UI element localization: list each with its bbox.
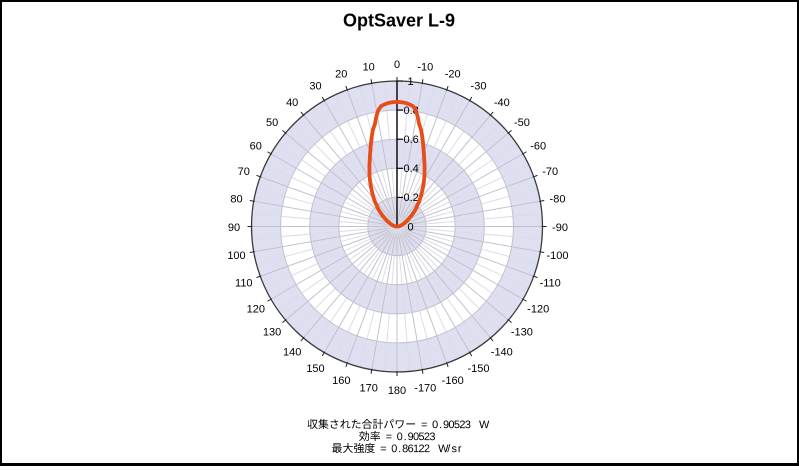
svg-text:100: 100 [227, 250, 245, 262]
svg-text:70: 70 [238, 166, 250, 178]
svg-text:20: 20 [335, 69, 347, 81]
svg-text:-130: -130 [511, 327, 533, 339]
svg-text:-70: -70 [542, 166, 558, 178]
svg-text:120: 120 [247, 303, 265, 315]
svg-text:80: 80 [230, 194, 242, 206]
svg-text:0: 0 [408, 221, 414, 233]
svg-text:-90: -90 [552, 222, 568, 234]
svg-text:-10: -10 [417, 61, 433, 73]
svg-text:140: 140 [283, 347, 301, 359]
svg-text:-20: -20 [445, 69, 461, 81]
svg-text:-50: -50 [514, 117, 530, 129]
svg-text:170: 170 [360, 382, 378, 394]
svg-text:0.4: 0.4 [404, 163, 419, 175]
svg-text:50: 50 [266, 117, 278, 129]
svg-text:-30: -30 [471, 81, 487, 93]
svg-text:30: 30 [309, 81, 321, 93]
svg-text:130: 130 [263, 327, 281, 339]
svg-text:10: 10 [363, 61, 375, 73]
svg-text:110: 110 [235, 278, 253, 290]
svg-text:-110: -110 [540, 278, 561, 290]
svg-text:-160: -160 [442, 375, 464, 387]
svg-text:150: 150 [306, 363, 324, 375]
svg-text:160: 160 [332, 375, 350, 387]
svg-text:-140: -140 [491, 347, 513, 359]
svg-text:-120: -120 [527, 303, 549, 315]
svg-text:-60: -60 [530, 140, 546, 152]
svg-text:-100: -100 [546, 250, 568, 262]
svg-text:40: 40 [286, 97, 298, 109]
svg-text:1: 1 [408, 76, 414, 88]
svg-text:90: 90 [228, 222, 240, 234]
svg-text:-170: -170 [414, 382, 436, 394]
svg-text:-150: -150 [467, 363, 489, 375]
svg-text:0.2: 0.2 [404, 192, 419, 204]
svg-text:-40: -40 [494, 97, 510, 109]
svg-text:OptSaver L-9: OptSaver L-9 [343, 11, 455, 31]
svg-text:0: 0 [394, 59, 400, 71]
svg-text:-80: -80 [550, 194, 566, 206]
svg-text:60: 60 [250, 140, 262, 152]
svg-text:180: 180 [388, 385, 406, 397]
svg-text:0.6: 0.6 [404, 134, 419, 146]
